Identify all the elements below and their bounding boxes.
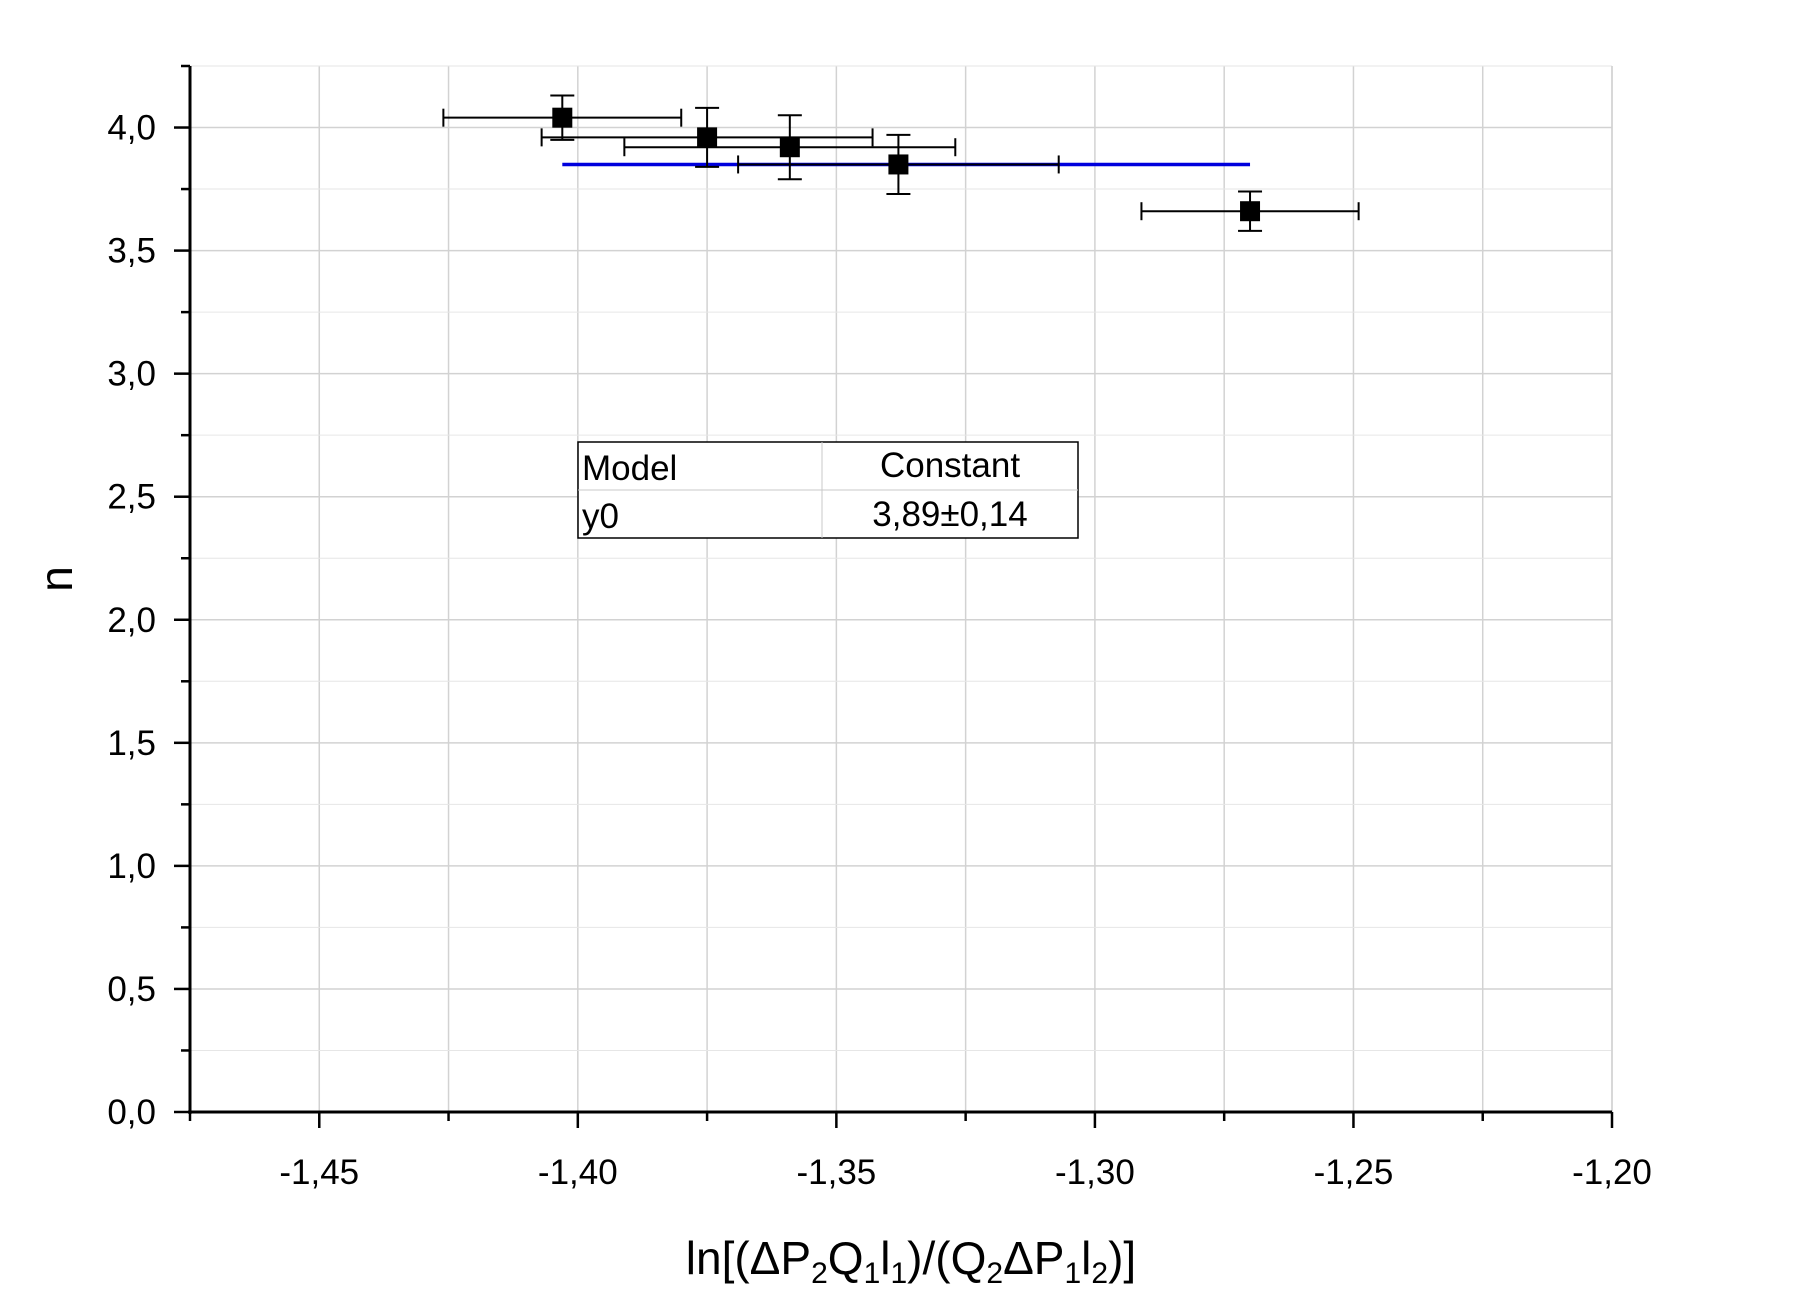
x-tick-label: -1,40 xyxy=(538,1153,618,1192)
y-axis-title: n xyxy=(30,566,82,592)
x-axis-title-segment: )] xyxy=(1108,1232,1136,1284)
fit-table-header-model: Model xyxy=(582,449,677,488)
fit-results-table: Model Constant y0 3,89±0,14 xyxy=(577,441,1079,539)
fit-table-param-name: y0 xyxy=(582,497,619,536)
data-point xyxy=(697,127,718,148)
fit-table-param-value: 3,89±0,14 xyxy=(872,495,1027,534)
x-axis-title: ln[(ΔP2Q1l1)/(Q2ΔP1l2)] xyxy=(686,1232,1136,1290)
x-axis-title-subscript: 1 xyxy=(1064,1257,1081,1290)
x-axis-title-subscript: 1 xyxy=(864,1257,881,1290)
y-tick-label: 4,0 xyxy=(107,109,156,148)
x-axis-title-segment: ΔP xyxy=(1003,1232,1064,1284)
y-tick-label: 0,0 xyxy=(107,1093,156,1132)
x-axis-title-segment: Q xyxy=(828,1232,864,1284)
x-axis-title-subscript: 2 xyxy=(811,1257,828,1290)
y-tick-label: 0,5 xyxy=(107,970,156,1009)
y-tick-label: 2,5 xyxy=(107,478,156,517)
x-tick-label: -1,30 xyxy=(1055,1153,1135,1192)
x-tick-label: -1,20 xyxy=(1572,1153,1652,1192)
y-tick-label: 1,5 xyxy=(107,724,156,763)
x-axis-title-subscript: 2 xyxy=(1091,1257,1108,1290)
axes xyxy=(174,64,1614,1128)
y-tick-label: 3,5 xyxy=(107,232,156,271)
data-point xyxy=(552,107,573,128)
grid xyxy=(190,65,1613,1112)
x-tick-label: -1,45 xyxy=(279,1153,359,1192)
y-tick-label: 2,0 xyxy=(107,601,156,640)
x-axis-title-segment: l xyxy=(880,1232,890,1284)
x-axis-title-segment: )/(Q xyxy=(907,1232,986,1284)
x-tick-label: -1,25 xyxy=(1314,1153,1394,1192)
fit-table-header-constant: Constant xyxy=(880,446,1020,485)
data-point xyxy=(888,154,909,175)
x-axis-title-subscript: 1 xyxy=(890,1257,907,1290)
x-axis-title-subscript: 2 xyxy=(986,1257,1003,1290)
y-tick-label: 1,0 xyxy=(107,847,156,886)
tick-labels: -1,45 -1,40 -1,35 -1,30 -1,25 -1,20 0,0 0,5 1,0 1… xyxy=(107,109,1652,1192)
x-tick-label: -1,35 xyxy=(796,1153,876,1192)
x-axis-title-segment: l xyxy=(1081,1232,1091,1284)
y-tick-label: 3,0 xyxy=(107,355,156,394)
data-markers xyxy=(552,107,1261,222)
data-point xyxy=(779,137,800,158)
data-point xyxy=(1240,201,1261,222)
x-axis-title-segment: ln[(ΔP xyxy=(686,1232,811,1284)
